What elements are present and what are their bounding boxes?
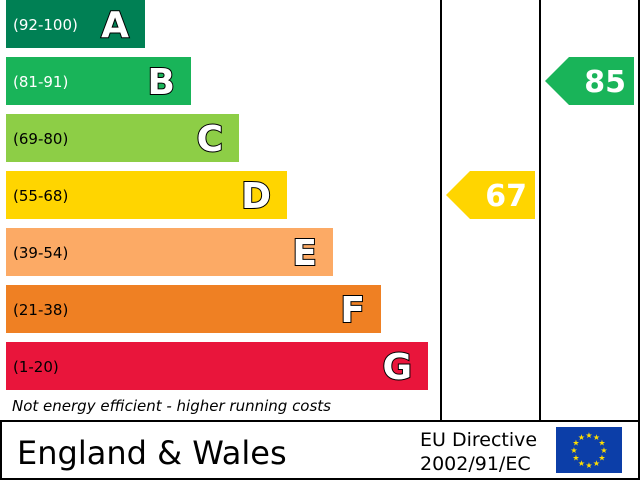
flag-star-icon: ★	[578, 433, 585, 442]
band-letter: G	[382, 347, 412, 388]
band-range-label: (92-100)	[13, 16, 78, 34]
band-letter: B	[148, 62, 175, 103]
flag-star-icon: ★	[593, 433, 600, 442]
flag-background	[556, 427, 622, 473]
rating-bands: (92-100) A (81-91) B (69-80) C (55-68) D (39-54)…	[6, 0, 428, 390]
rating-value: 85	[584, 65, 626, 100]
region-label: England & Wales	[17, 434, 287, 472]
rating-arrow-shape	[545, 57, 634, 105]
band-bar-f	[6, 285, 381, 333]
band-f: (21-38) F	[6, 285, 381, 333]
footnote-caption: Not energy efficient - higher running co…	[12, 397, 331, 415]
band-bar-e	[6, 228, 333, 276]
flag-star-icon: ★	[585, 461, 592, 470]
flag-star-icon: ★	[570, 446, 577, 455]
band-bar-g	[6, 342, 428, 390]
flag-star-icon: ★	[585, 431, 592, 440]
band-letter: D	[241, 176, 271, 217]
band-range-label: (21-38)	[13, 301, 68, 319]
flag-star-icon: ★	[600, 446, 607, 455]
rating-arrow-potential: 85	[545, 57, 634, 105]
eu-flag-icon: ★★★★★★★★★ ★ ★★	[556, 427, 622, 473]
flag-star-icon: ★	[593, 459, 600, 468]
band-letter: C	[197, 119, 223, 160]
band-range-label: (81-91)	[13, 73, 68, 91]
band-bar-c	[6, 114, 239, 162]
band-c: (69-80) C	[6, 114, 239, 162]
band-bar-b	[6, 57, 191, 105]
band-range-label: (69-80)	[13, 130, 68, 148]
band-g: (1-20) G	[6, 342, 428, 390]
flag-star-icon: ★	[578, 459, 585, 468]
rating-arrows: 67 85	[446, 57, 634, 219]
band-b: (81-91) B	[6, 57, 191, 105]
directive-label: EU Directive	[420, 429, 537, 451]
flag-star-icon: ★	[572, 439, 579, 448]
directive-number: 2002/91/EC	[420, 453, 531, 475]
band-letter: A	[101, 5, 129, 46]
band-range-label: (39-54)	[13, 244, 68, 262]
rating-value: 67	[485, 179, 527, 214]
rating-arrow-current: 67	[446, 171, 535, 219]
band-letter: E	[292, 233, 317, 274]
band-d: (55-68) D	[6, 171, 287, 219]
rating-arrow-shape	[446, 171, 535, 219]
band-bar-a	[6, 0, 145, 48]
band-letter: F	[340, 290, 365, 331]
band-bar-d	[6, 171, 287, 219]
band-a: (92-100) A	[6, 0, 145, 48]
band-range-label: (1-20)	[13, 358, 59, 376]
flag-star-icon: ★	[572, 454, 579, 463]
band-e: (39-54) E	[6, 228, 333, 276]
flag-star-icon: ★	[598, 439, 605, 448]
band-range-label: (55-68)	[13, 187, 68, 205]
flag-star-icon: ★	[598, 454, 605, 463]
